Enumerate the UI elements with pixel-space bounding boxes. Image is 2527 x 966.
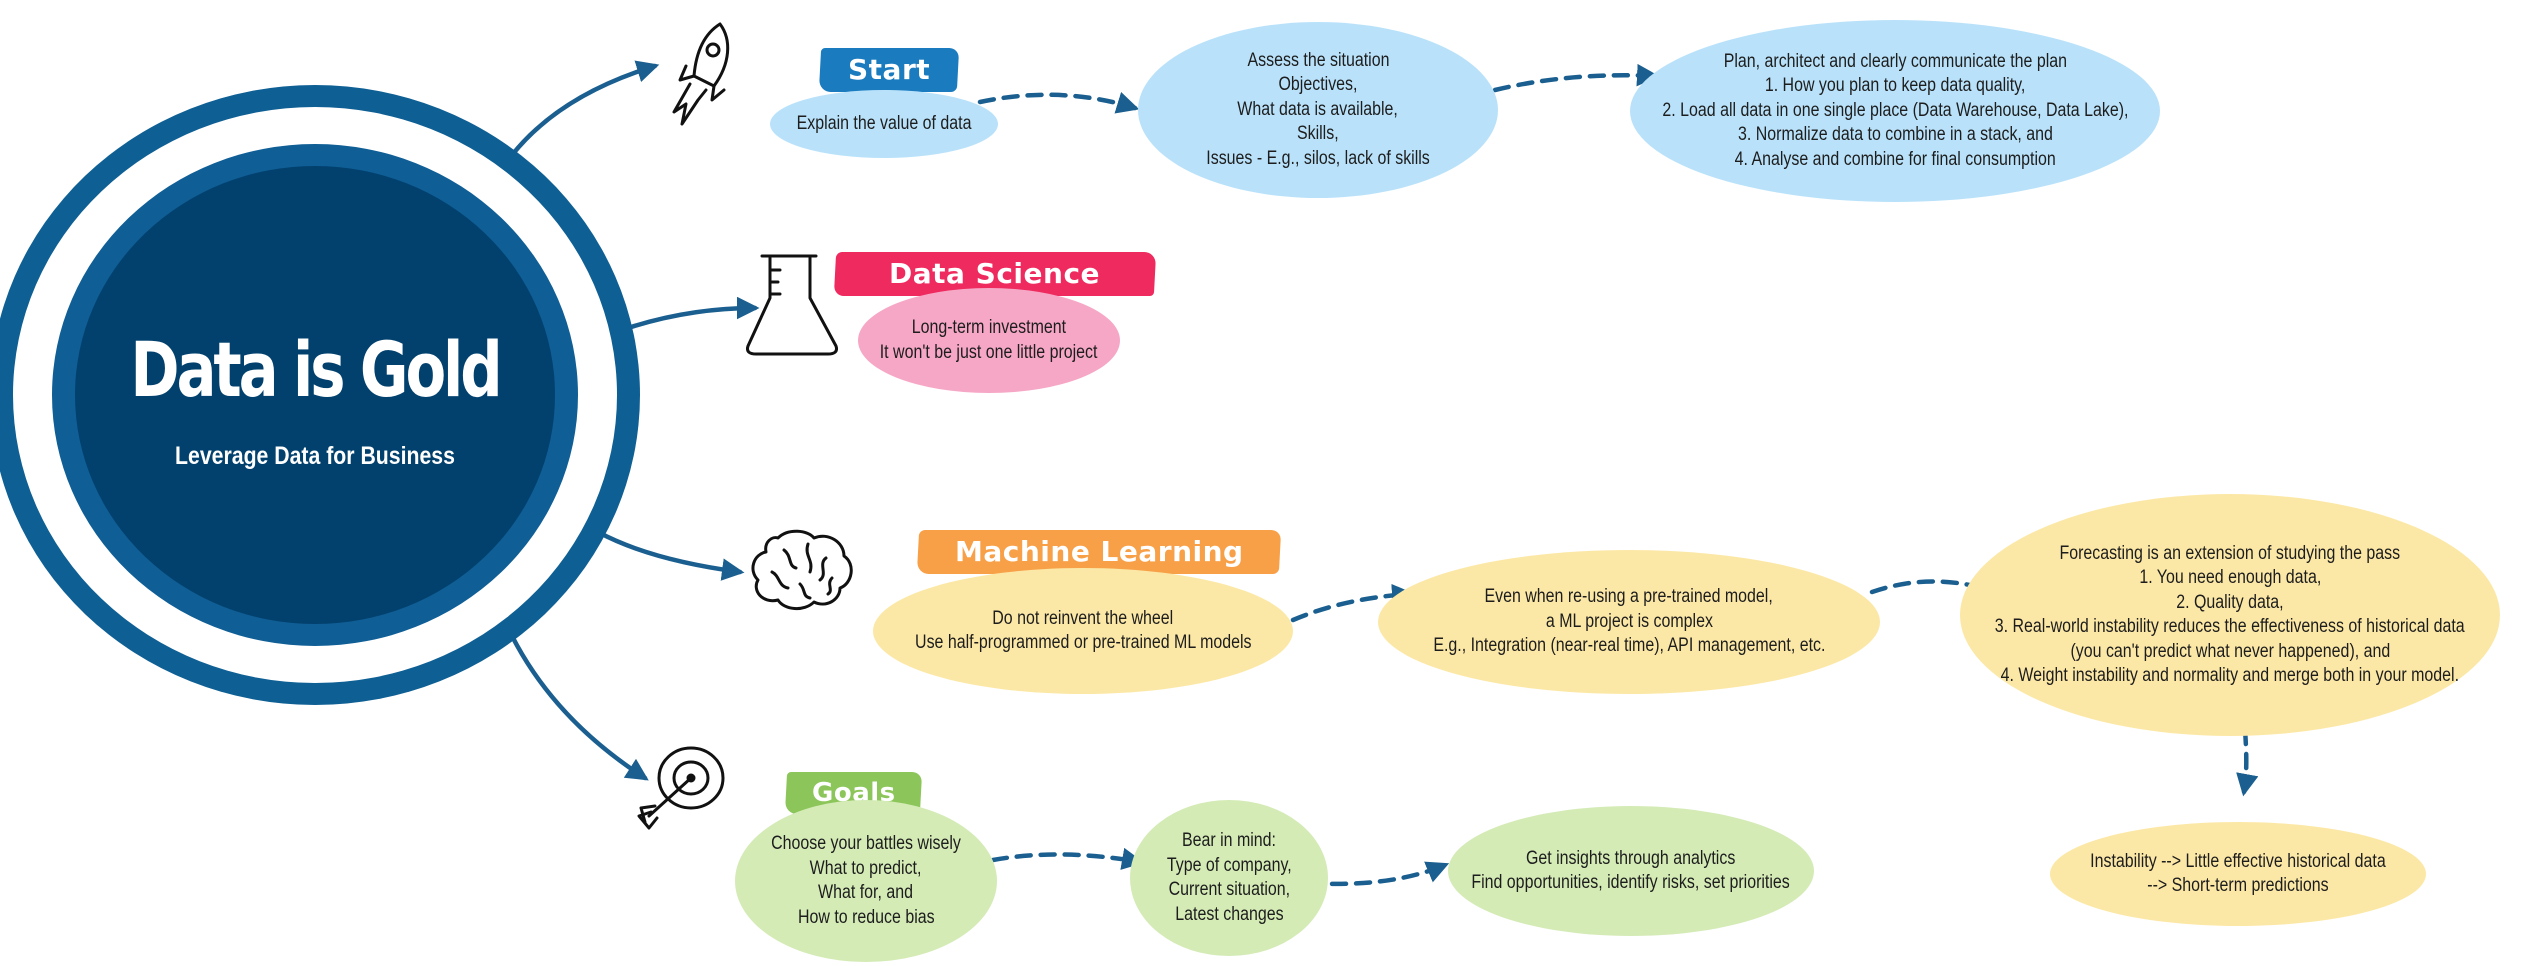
goals-step-3: Get insights through analytics Find oppo… [1448, 806, 1814, 936]
hub-core [75, 166, 555, 624]
hub-to-goals-arrow [509, 633, 649, 781]
flask-icon [746, 254, 838, 356]
brain-icon [751, 529, 853, 610]
ml-step-2: Even when re-using a pre-trained model, … [1378, 550, 1880, 694]
ml-flow-arrow-3 [2236, 727, 2259, 797]
ml-step-3: Forecasting is an extension of studying … [1960, 494, 2500, 736]
ml-step-4: Instability --> Little effective histori… [2050, 822, 2426, 926]
start-step-1: Explain the value of data [770, 90, 998, 158]
hub-title: Data is Gold [130, 325, 502, 414]
start-tag: Start [818, 48, 960, 92]
start-flow-arrow-2 [1492, 63, 1660, 93]
hub-to-ml-arrow [595, 529, 745, 581]
goals-flow-arrow-1 [990, 847, 1145, 870]
ml-step-1: Do not reinvent the wheel Use half-progr… [873, 568, 1293, 694]
start-step-2: Assess the situation Objectives, What da… [1138, 22, 1498, 198]
hub-to-data-science-arrow [625, 296, 760, 331]
goals-flow-arrow-2 [1305, 861, 1450, 887]
hub-to-start-arrow [509, 60, 660, 158]
start-flow-arrow-1 [977, 91, 1140, 114]
hub-subtitle: Leverage Data for Business [175, 442, 455, 470]
target-icon [637, 746, 725, 830]
start-step-3: Plan, architect and clearly communicate … [1630, 20, 2160, 202]
goals-step-2: Bear in mind: Type of company, Current s… [1130, 800, 1328, 956]
data-science-step-1: Long-term investment It won't be just on… [858, 288, 1120, 393]
goals-step-1: Choose your battles wisely What to predi… [735, 800, 997, 962]
rocket-icon [672, 22, 730, 126]
